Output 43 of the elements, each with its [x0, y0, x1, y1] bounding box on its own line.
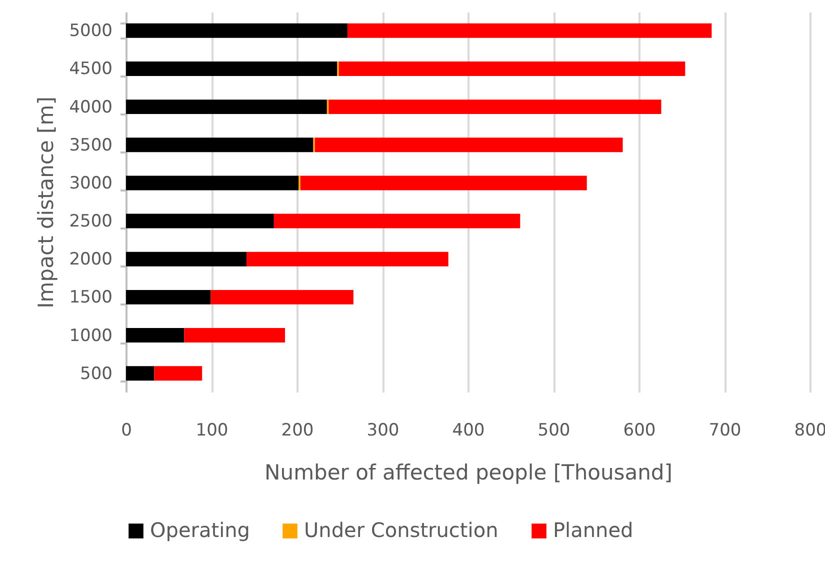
y-tick-label: 4000: [69, 97, 112, 118]
bar: [246, 252, 448, 266]
y-tick-label: 1000: [69, 326, 112, 346]
y-tick-label: 3000: [69, 173, 112, 194]
y-tick-label: 4500: [69, 59, 112, 80]
bar: [154, 366, 202, 381]
y-axis-title: Impact distance [m]: [34, 96, 58, 308]
x-tick-label: 300: [366, 420, 400, 440]
bar: [126, 176, 299, 190]
bar: [126, 100, 327, 114]
bar: [347, 23, 712, 38]
x-tick-label: 400: [452, 420, 485, 440]
bar: [300, 176, 587, 190]
x-tick-label: 200: [281, 420, 314, 440]
y-tick-label: 1500: [69, 288, 112, 308]
bar: [126, 138, 314, 152]
x-tick-label: 700: [708, 420, 742, 440]
y-tick-label: 2000: [69, 250, 112, 270]
bar: [338, 62, 686, 76]
legend-label: Planned: [553, 518, 634, 542]
y-tick-label: 3500: [69, 135, 112, 156]
x-tick-label: 0: [121, 420, 132, 440]
bar: [328, 100, 662, 114]
legend-label: Operating: [150, 518, 250, 542]
bar: [210, 290, 354, 304]
bar: [184, 328, 286, 342]
y-tick-label: 500: [80, 364, 112, 384]
bar: [314, 138, 623, 152]
y-tick-label: 5000: [69, 21, 112, 42]
bar: [126, 328, 184, 342]
bar: [126, 290, 211, 304]
x-axis-title: Number of affected people [Thousand]: [264, 460, 672, 484]
x-tick-label: 100: [196, 420, 228, 440]
y-tick-label: 2500: [69, 212, 112, 232]
bar: [274, 214, 520, 228]
bar: [126, 23, 348, 38]
bar: [126, 214, 274, 228]
bar: [126, 252, 247, 266]
x-tick-label: 500: [538, 420, 570, 440]
bar: [126, 62, 338, 76]
bar: [126, 366, 154, 381]
x-tick-label: 600: [623, 420, 656, 440]
legend-label: Under Construction: [304, 518, 498, 542]
